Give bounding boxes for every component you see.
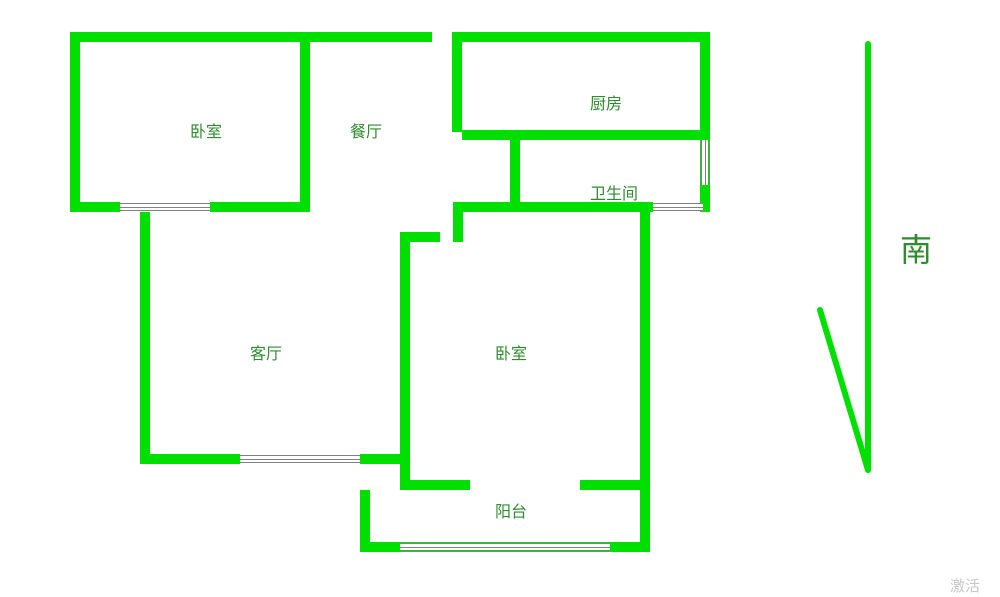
- compass-arrow: [0, 0, 1000, 597]
- watermark-text: 激活: [950, 575, 980, 596]
